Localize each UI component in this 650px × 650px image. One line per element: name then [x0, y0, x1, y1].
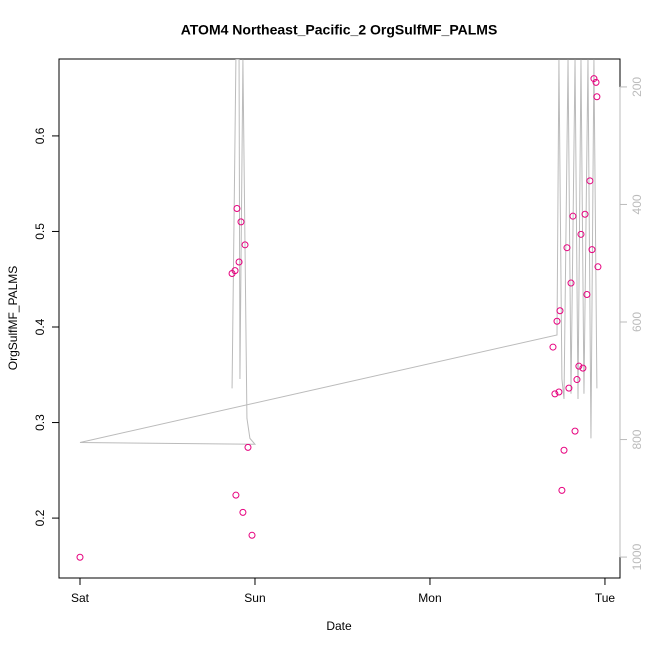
- y2-tick-label: 1000: [630, 543, 644, 570]
- data-point: [76, 553, 84, 561]
- x-tick-label: Sun: [244, 591, 265, 605]
- data-point: [248, 531, 256, 539]
- data-point: [563, 244, 571, 252]
- y-axis-label: OrgSulfMF_PALMS: [6, 266, 20, 370]
- plot-area: [76, 59, 602, 561]
- data-point: [577, 230, 585, 238]
- data-point: [232, 491, 240, 499]
- y-tick-label: 0.5: [33, 223, 47, 240]
- y-tick-label: 0.2: [33, 509, 47, 526]
- data-point: [581, 210, 589, 218]
- data-point: [575, 362, 583, 370]
- data-point: [567, 279, 575, 287]
- data-point: [233, 205, 241, 213]
- y2-tick-label: 600: [630, 312, 644, 332]
- y2-tick-label: 400: [630, 194, 644, 214]
- data-point: [573, 376, 581, 384]
- data-point: [235, 258, 243, 266]
- y-tick-label: 0.6: [33, 127, 47, 144]
- data-point: [590, 75, 598, 83]
- data-point: [592, 78, 600, 86]
- data-point: [244, 443, 252, 451]
- x-tick-label: Mon: [418, 591, 441, 605]
- x-tick-label: Tue: [595, 591, 616, 605]
- y2-tick-label: 200: [630, 77, 644, 97]
- data-point: [241, 241, 249, 249]
- data-point: [553, 317, 561, 325]
- y-tick-label: 0.3: [33, 414, 47, 431]
- data-point: [239, 508, 247, 516]
- data-point: [231, 267, 239, 275]
- data-point: [556, 307, 564, 315]
- data-point: [594, 263, 602, 271]
- data-point: [565, 384, 573, 392]
- y-tick-label: 0.4: [33, 318, 47, 335]
- x-axis-label: Date: [326, 619, 352, 633]
- data-point: [549, 343, 557, 351]
- data-point: [571, 427, 579, 435]
- data-point: [569, 212, 577, 220]
- data-point: [558, 486, 566, 494]
- data-point: [588, 246, 596, 254]
- data-point: [586, 177, 594, 185]
- chart-title: ATOM4 Northeast_Pacific_2 OrgSulfMF_PALM…: [181, 22, 498, 38]
- y2-tick-label: 800: [630, 429, 644, 449]
- data-point: [593, 93, 601, 101]
- data-point: [583, 291, 591, 299]
- data-point: [551, 390, 559, 398]
- data-point: [555, 388, 563, 396]
- data-point: [560, 446, 568, 454]
- data-point: [579, 364, 587, 372]
- x-tick-label: Sat: [71, 591, 90, 605]
- data-point: [237, 218, 245, 226]
- series-line: [79, 59, 598, 445]
